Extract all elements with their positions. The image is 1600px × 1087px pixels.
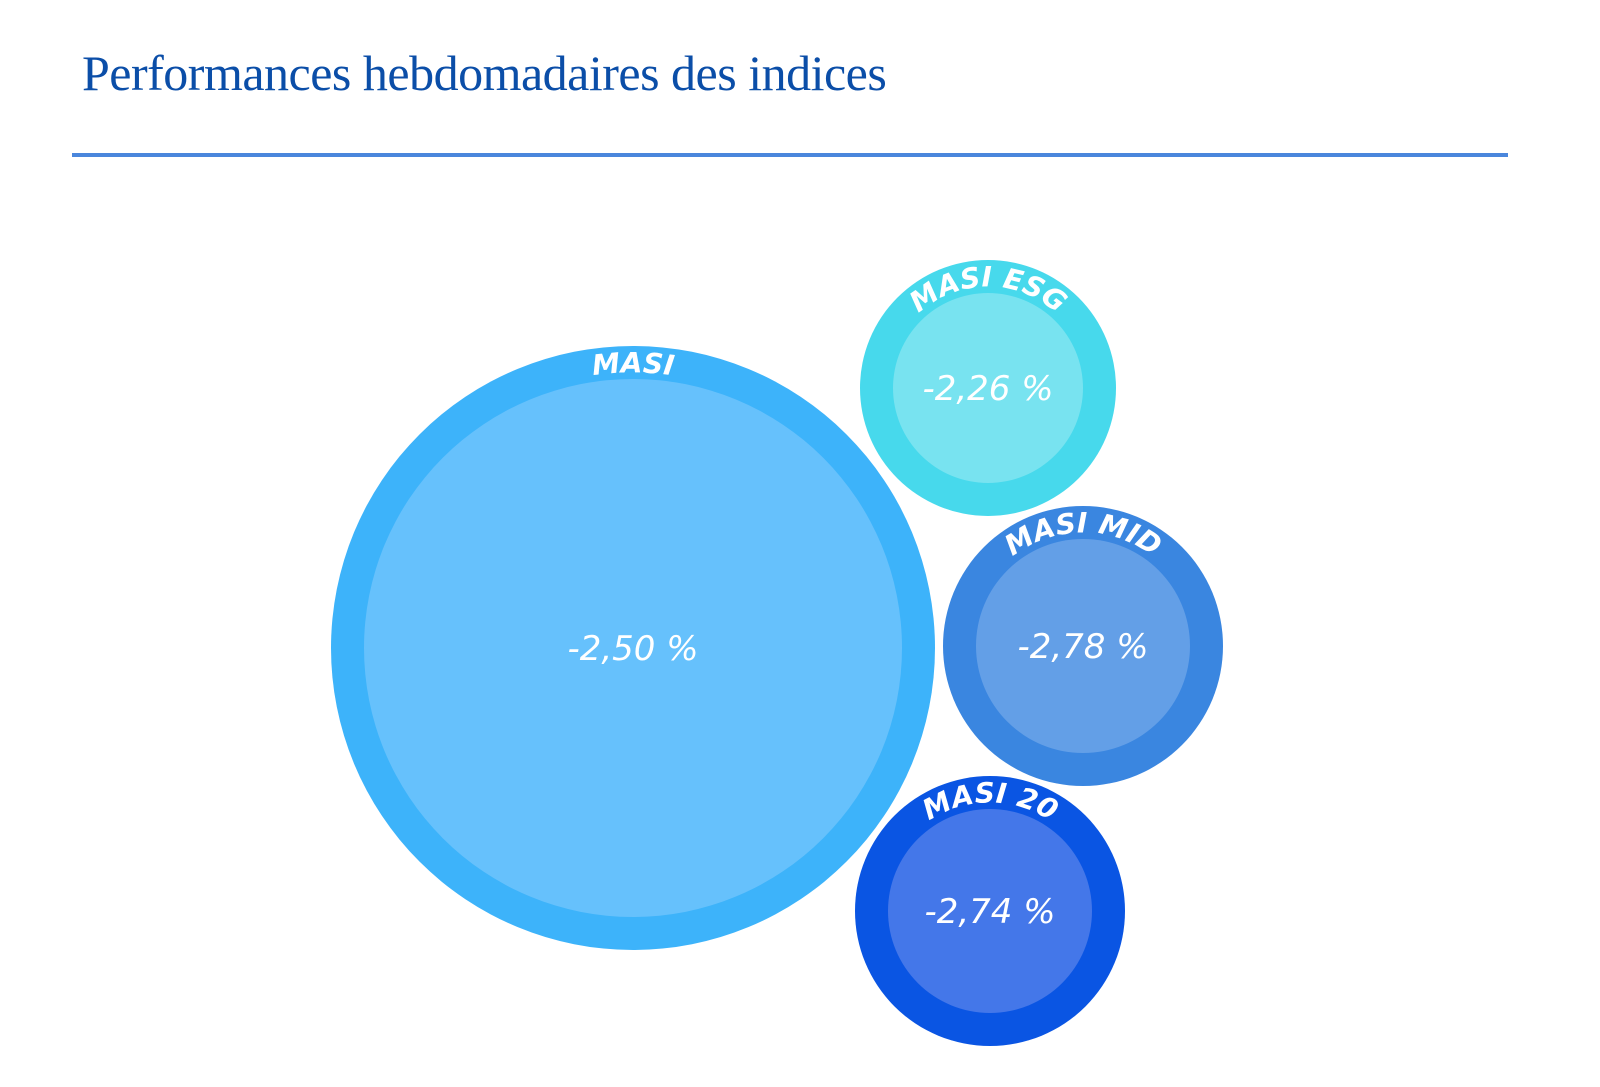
bubble-value-masi: -2,50 %: [567, 629, 698, 669]
title-divider: [72, 153, 1508, 157]
bubble-inner-masi-20: [888, 809, 1092, 1013]
bubble-value-masi-esg: -2,26 %: [922, 369, 1053, 409]
bubble-value-masi-20: -2,74 %: [924, 892, 1055, 932]
bubble-value-masi-mid: -2,78 %: [1017, 627, 1148, 667]
bubble-masi-mid: -2,78 %MASI MID: [943, 506, 1223, 786]
page-title: Performances hebdomadaires des indices: [82, 45, 887, 101]
bubble-label-masi: MASI: [591, 346, 677, 382]
bubble-masi: -2,50 % MASI: [331, 346, 935, 950]
bubble-inner-masi: [364, 379, 902, 917]
bubble-masi-20: -2,74 %MASI 20: [855, 776, 1125, 1046]
bubble-masi-esg: -2,26 %MASI ESG: [860, 260, 1116, 516]
bubble-inner-masi-esg: [893, 293, 1083, 483]
bubble-inner-masi-mid: [976, 539, 1190, 753]
